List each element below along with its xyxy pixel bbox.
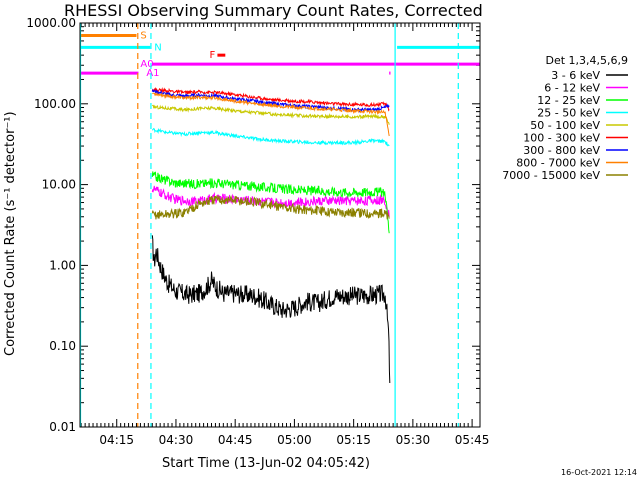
x-tick-label: 04:30	[159, 433, 194, 447]
plot-frame	[79, 22, 481, 428]
axis-ticks	[80, 23, 480, 428]
legend-label: 300 - 800 keV	[523, 144, 600, 157]
flag-label: F	[210, 50, 216, 61]
x-tick-label: 04:45	[218, 433, 253, 447]
legend-label: 800 - 7000 keV	[516, 157, 600, 170]
x-tick-label: 04:15	[99, 433, 134, 447]
series-line	[151, 185, 390, 217]
series-line	[151, 104, 390, 125]
legend-label: 6 - 12 keV	[544, 82, 600, 95]
x-tick-label: 05:00	[277, 433, 312, 447]
legend-label: 100 - 300 keV	[523, 132, 600, 145]
y-tick-label: 0.01	[49, 420, 76, 434]
legend-label: 3 - 6 keV	[551, 69, 600, 82]
y-axis-title: Corrected Count Rate (s⁻¹ detector⁻¹)	[3, 111, 18, 356]
legend-title: Det 1,3,4,5,6,9	[545, 54, 628, 67]
series-line	[151, 235, 391, 384]
flag-label: A1	[146, 68, 159, 79]
y-tick-label: 100.00	[34, 97, 76, 111]
y-tick-label: 1.00	[49, 258, 76, 272]
legend-label: 50 - 100 keV	[530, 119, 600, 132]
series-line	[152, 91, 390, 137]
x-tick-label: 05:45	[455, 433, 490, 447]
y-tick-label: 0.10	[49, 339, 76, 353]
x-tick-label: 05:15	[336, 433, 371, 447]
transition-lines	[79, 23, 459, 427]
series-line	[151, 171, 390, 234]
x-axis-title: Start Time (13-Jun-02 04:05:42)	[162, 456, 370, 471]
series-line	[151, 195, 390, 220]
flag-label: N	[154, 42, 161, 53]
flag-label: A0	[140, 59, 153, 70]
series-line	[151, 127, 390, 147]
footer-date: 16-Oct-2021 12:14	[561, 468, 637, 477]
legend-label: 25 - 50 keV	[537, 107, 600, 120]
series-lines	[151, 87, 391, 384]
y-tick-label: 10.00	[42, 178, 76, 192]
x-tick-labels: 04:15 04:30 04:45 05:00 05:15 05:30 05:45	[99, 433, 489, 447]
flag-label: S	[140, 31, 146, 42]
y-tick-label: 1000.00	[26, 16, 76, 30]
chart-title: RHESSI Observing Summary Count Rates, Co…	[64, 1, 483, 20]
x-tick-label: 05:30	[396, 433, 431, 447]
y-tick-labels: 0.01 0.10 1.00 10.00 100.00 1000.00	[26, 16, 76, 434]
legend-label: 7000 - 15000 keV	[502, 169, 600, 182]
legend-label: 12 - 25 keV	[537, 94, 600, 107]
series-line	[151, 87, 390, 112]
